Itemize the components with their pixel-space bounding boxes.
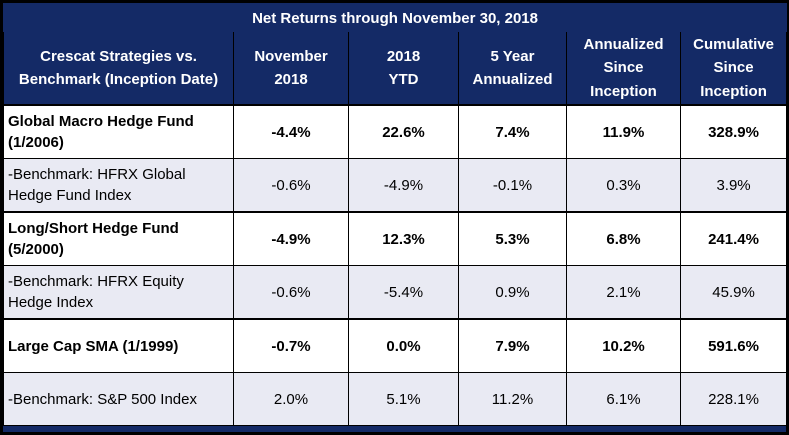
header-line: 2018 [386, 47, 421, 65]
header-cell-5-year-annualized: 5 Year Annualized [458, 32, 567, 106]
cell-5yr: -0.1% [458, 158, 567, 213]
cell-cumulative-inception: 45.9% [679, 265, 788, 320]
row-label: -Benchmark: HFRX Global Hedge Fund Index [3, 158, 234, 213]
cell-ytd: 12.3% [348, 211, 459, 266]
cell-november: -0.7% [233, 318, 349, 373]
cell-annualized-inception: 0.3% [566, 158, 681, 213]
table-row-benchmark-hfrx-global: -Benchmark: HFRX Global Hedge Fund Index… [3, 158, 788, 213]
header-line: 2018 [274, 71, 308, 88]
header-cell-cumulative-since-inception: Cumulative Since Inception [679, 32, 788, 106]
header-line: November [254, 47, 328, 65]
header-line: Inception [590, 82, 657, 100]
header-cell-strategy: Crescat Strategies vs. Benchmark (Incept… [3, 32, 234, 106]
cell-ytd: 5.1% [348, 372, 459, 426]
cell-november: -0.6% [233, 265, 349, 320]
cell-ytd: -4.9% [348, 158, 459, 213]
table-row-long-short: Long/Short Hedge Fund (5/2000) -4.9% 12.… [3, 211, 788, 266]
cell-cumulative-inception: 241.4% [679, 211, 788, 266]
cell-november: -0.6% [233, 158, 349, 213]
cell-ytd: 0.0% [348, 318, 459, 373]
header-line: Crescat Strategies vs. [40, 47, 197, 65]
cell-annualized-inception: 6.8% [566, 211, 681, 266]
cell-ytd: -5.4% [348, 265, 459, 320]
table-body: Global Macro Hedge Fund (1/2006) -4.4% 2… [3, 104, 788, 426]
header-line: Benchmark (Inception Date) [18, 71, 219, 88]
header-line: Annualized [472, 71, 553, 88]
header-line: YTD [388, 71, 419, 88]
cell-cumulative-inception: 3.9% [679, 158, 788, 213]
cell-annualized-inception: 11.9% [566, 104, 681, 159]
row-label: Global Macro Hedge Fund (1/2006) [3, 104, 234, 159]
cell-5yr: 11.2% [458, 372, 567, 426]
header-cell-annualized-since-inception: Annualized Since Inception [566, 32, 681, 106]
header-line: Since [713, 59, 754, 77]
cell-cumulative-inception: 591.6% [679, 318, 788, 373]
cell-5yr: 5.3% [458, 211, 567, 266]
header-cell-november-2018: November 2018 [233, 32, 349, 106]
cell-ytd: 22.6% [348, 104, 459, 159]
cell-november: -4.4% [233, 104, 349, 159]
net-returns-table: Net Returns through November 30, 2018 Cr… [3, 3, 788, 426]
header-line: 5 Year [490, 47, 535, 65]
cell-5yr: 0.9% [458, 265, 567, 320]
table-row-benchmark-sp500: -Benchmark: S&P 500 Index 2.0% 5.1% 11.2… [3, 372, 788, 426]
cell-annualized-inception: 10.2% [566, 318, 681, 373]
cell-annualized-inception: 2.1% [566, 265, 681, 320]
cell-cumulative-inception: 228.1% [679, 372, 788, 426]
row-label: -Benchmark: S&P 500 Index [3, 372, 234, 426]
header-row: Crescat Strategies vs. Benchmark (Incept… [3, 32, 788, 106]
cell-5yr: 7.4% [458, 104, 567, 159]
header-line: Since [603, 59, 644, 77]
table-header: Net Returns through November 30, 2018 Cr… [3, 3, 788, 106]
cell-annualized-inception: 6.1% [566, 372, 681, 426]
row-label: Long/Short Hedge Fund (5/2000) [3, 211, 234, 266]
header-line: Annualized [583, 36, 664, 54]
title-row: Net Returns through November 30, 2018 [3, 3, 787, 32]
table-row-benchmark-hfrx-equity: -Benchmark: HFRX Equity Hedge Index -0.6… [3, 265, 788, 320]
cell-5yr: 7.9% [458, 318, 567, 373]
table-row-global-macro: Global Macro Hedge Fund (1/2006) -4.4% 2… [3, 104, 788, 159]
cell-november: 2.0% [233, 372, 349, 426]
header-line: Inception [700, 82, 767, 100]
cell-november: -4.9% [233, 211, 349, 266]
row-label: -Benchmark: HFRX Equity Hedge Index [3, 265, 234, 320]
row-label: Large Cap SMA (1/1999) [3, 318, 234, 373]
header-cell-2018-ytd: 2018 YTD [348, 32, 459, 106]
table-title: Net Returns through November 30, 2018 [3, 3, 787, 32]
header-line: Cumulative [693, 36, 774, 54]
table-row-large-cap-sma: Large Cap SMA (1/1999) -0.7% 0.0% 7.9% 1… [3, 318, 788, 373]
cell-cumulative-inception: 328.9% [679, 104, 788, 159]
